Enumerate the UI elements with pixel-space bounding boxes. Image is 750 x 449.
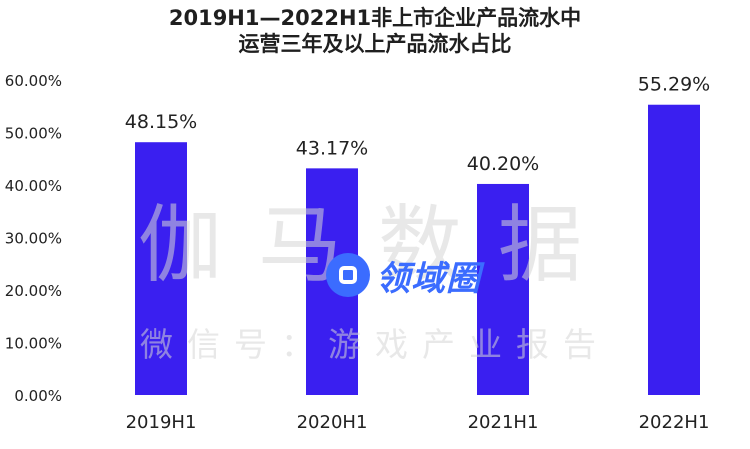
y-tick-label: 10.00%	[5, 335, 62, 353]
data-label: 48.15%	[125, 111, 197, 133]
x-tick-label: 2022H1	[639, 412, 710, 433]
y-tick-label: 20.00%	[5, 282, 62, 300]
bar	[477, 183, 529, 395]
data-label: 55.29%	[638, 74, 710, 96]
x-tick-label: 2019H1	[126, 412, 197, 433]
bar	[648, 104, 700, 395]
chart-title-line-1: 2019H1—2022H1非上市企业产品流水中	[168, 6, 582, 30]
y-tick-label: 40.00%	[5, 177, 62, 195]
y-tick-label: 50.00%	[5, 125, 62, 143]
y-tick-label: 30.00%	[5, 230, 62, 248]
bar	[135, 142, 187, 395]
y-tick-label: 60.00%	[5, 72, 62, 90]
y-tick-label: 0.00%	[14, 387, 62, 405]
watermark-logo: 领域圈	[326, 252, 481, 299]
logo-badge-icon	[326, 253, 370, 297]
chart-title-line-2: 运营三年及以上产品流水占比	[238, 32, 512, 56]
x-tick-label: 2020H1	[297, 412, 368, 433]
logo-text: 领域圈	[376, 258, 481, 299]
x-tick-label: 2021H1	[468, 412, 539, 433]
data-label: 43.17%	[296, 137, 368, 159]
data-label: 40.20%	[467, 153, 539, 175]
